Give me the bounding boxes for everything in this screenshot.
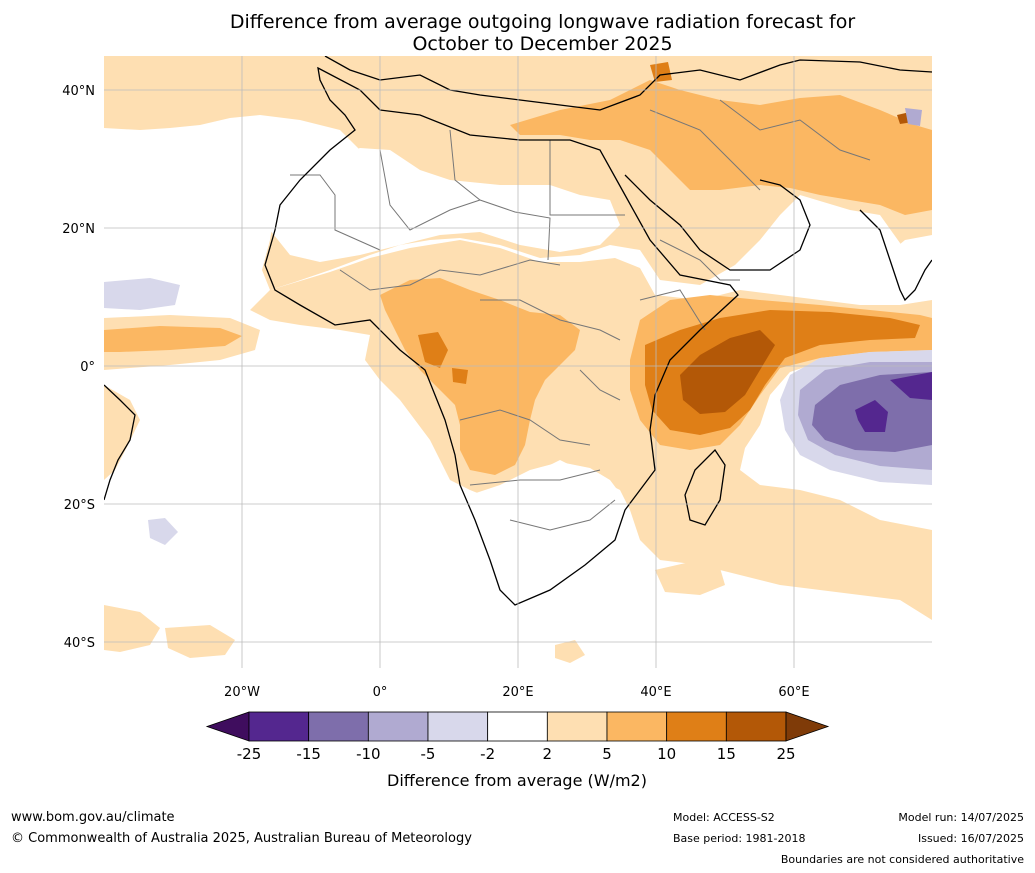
colorbar-tick-label: -10 bbox=[356, 745, 381, 763]
footer-url[interactable]: www.bom.gov.au/climate bbox=[11, 810, 175, 825]
lon-label-20w: 20°W bbox=[224, 685, 260, 700]
colorbar-tick-label: 5 bbox=[602, 745, 612, 763]
anomaly-light-patch-2 bbox=[655, 562, 725, 595]
anomaly-light-patch-3 bbox=[555, 640, 585, 663]
map-title-line2: October to December 2025 bbox=[412, 33, 673, 55]
anomaly-medium-central-africa bbox=[380, 278, 580, 475]
colorbar-swatch bbox=[248, 711, 310, 742]
anomaly-neutral-southern-africa bbox=[470, 462, 625, 605]
colorbar-tick-label: -25 bbox=[237, 745, 262, 763]
colorbar-tick-label: -2 bbox=[480, 745, 495, 763]
colorbar-swatch bbox=[606, 711, 668, 742]
colorbar bbox=[205, 711, 830, 742]
lat-label-20n: 20°N bbox=[62, 222, 95, 237]
colorbar-tick-label: 2 bbox=[543, 745, 553, 763]
footer-issued: Issued: 16/07/2025 bbox=[917, 832, 1024, 845]
lat-label-40n: 40°N bbox=[62, 84, 95, 99]
lon-label-0: 0° bbox=[373, 685, 388, 700]
anomaly-neutral-sahara bbox=[270, 148, 620, 262]
lon-label-40e: 40°E bbox=[640, 685, 671, 700]
lat-label-0: 0° bbox=[80, 360, 95, 375]
anomaly-very-strong-east-africa bbox=[680, 330, 775, 414]
anomaly-light-south-atlantic bbox=[104, 605, 160, 652]
lon-label-60e: 60°E bbox=[778, 685, 809, 700]
colorbar-swatch bbox=[367, 711, 429, 742]
colorbar-swatch bbox=[546, 711, 608, 742]
colorbar-tick-label: 10 bbox=[657, 745, 676, 763]
india-coastline bbox=[859, 209, 932, 302]
anomaly-negative-south-atlantic-patch bbox=[148, 518, 178, 545]
colorbar-tick-label: 25 bbox=[776, 745, 795, 763]
anomaly-strong-north-spot bbox=[650, 62, 672, 82]
anomaly-very-strong-negative-spot bbox=[855, 400, 888, 432]
colorbar-extend-high bbox=[785, 711, 830, 742]
map-title-line1: Difference from average outgoing longwav… bbox=[229, 11, 856, 33]
lat-label-40s: 40°S bbox=[64, 636, 95, 651]
footer-copyright: © Commonwealth of Australia 2025, Austra… bbox=[11, 831, 472, 846]
madagascar-coastline bbox=[684, 448, 726, 526]
colorbar-tick-label: -15 bbox=[296, 745, 321, 763]
anomaly-medium-middle-east bbox=[510, 80, 932, 215]
south-america-coastline bbox=[104, 384, 136, 501]
colorbar-swatch bbox=[725, 711, 787, 742]
arabia-coastline bbox=[624, 174, 811, 271]
colorbar-tick-label: 15 bbox=[717, 745, 736, 763]
graticule bbox=[104, 56, 932, 668]
anomaly-medium-atlantic-band bbox=[104, 326, 242, 352]
anomaly-fields bbox=[104, 56, 932, 668]
anomaly-strong-gabon bbox=[418, 332, 448, 368]
footer-base-period: Base period: 1981-2018 bbox=[673, 832, 806, 845]
anomaly-negative-himalaya-spot bbox=[905, 108, 922, 126]
coastlines bbox=[104, 56, 932, 606]
anomaly-very-strong-negative-core bbox=[890, 372, 932, 400]
country-boundaries bbox=[290, 99, 871, 531]
colorbar-swatch bbox=[308, 711, 369, 742]
colorbar-swatch bbox=[666, 711, 727, 742]
lon-label-20e: 20°E bbox=[502, 685, 533, 700]
africa-coastline bbox=[264, 66, 739, 606]
lat-label-20s: 20°S bbox=[64, 498, 95, 513]
footer-model-run: Model run: 14/07/2025 bbox=[898, 811, 1024, 824]
colorbar-label: Difference from average (W/m2) bbox=[387, 771, 647, 790]
anomaly-light-patch-1 bbox=[165, 625, 235, 658]
colorbar-tick-label: -5 bbox=[421, 745, 436, 763]
anomaly-strong-congo-spot bbox=[452, 368, 468, 384]
footer-disclaimer: Boundaries are not considered authoritat… bbox=[780, 853, 1024, 866]
europe-coastline bbox=[324, 56, 932, 111]
anomaly-negative-atlantic-patch bbox=[104, 278, 180, 310]
anomaly-light-southwest bbox=[104, 385, 140, 480]
colorbar-swatch bbox=[427, 711, 489, 742]
colorbar-swatch bbox=[487, 711, 548, 742]
footer-model: Model: ACCESS-S2 bbox=[673, 811, 775, 824]
colorbar-extend-low bbox=[205, 711, 250, 742]
